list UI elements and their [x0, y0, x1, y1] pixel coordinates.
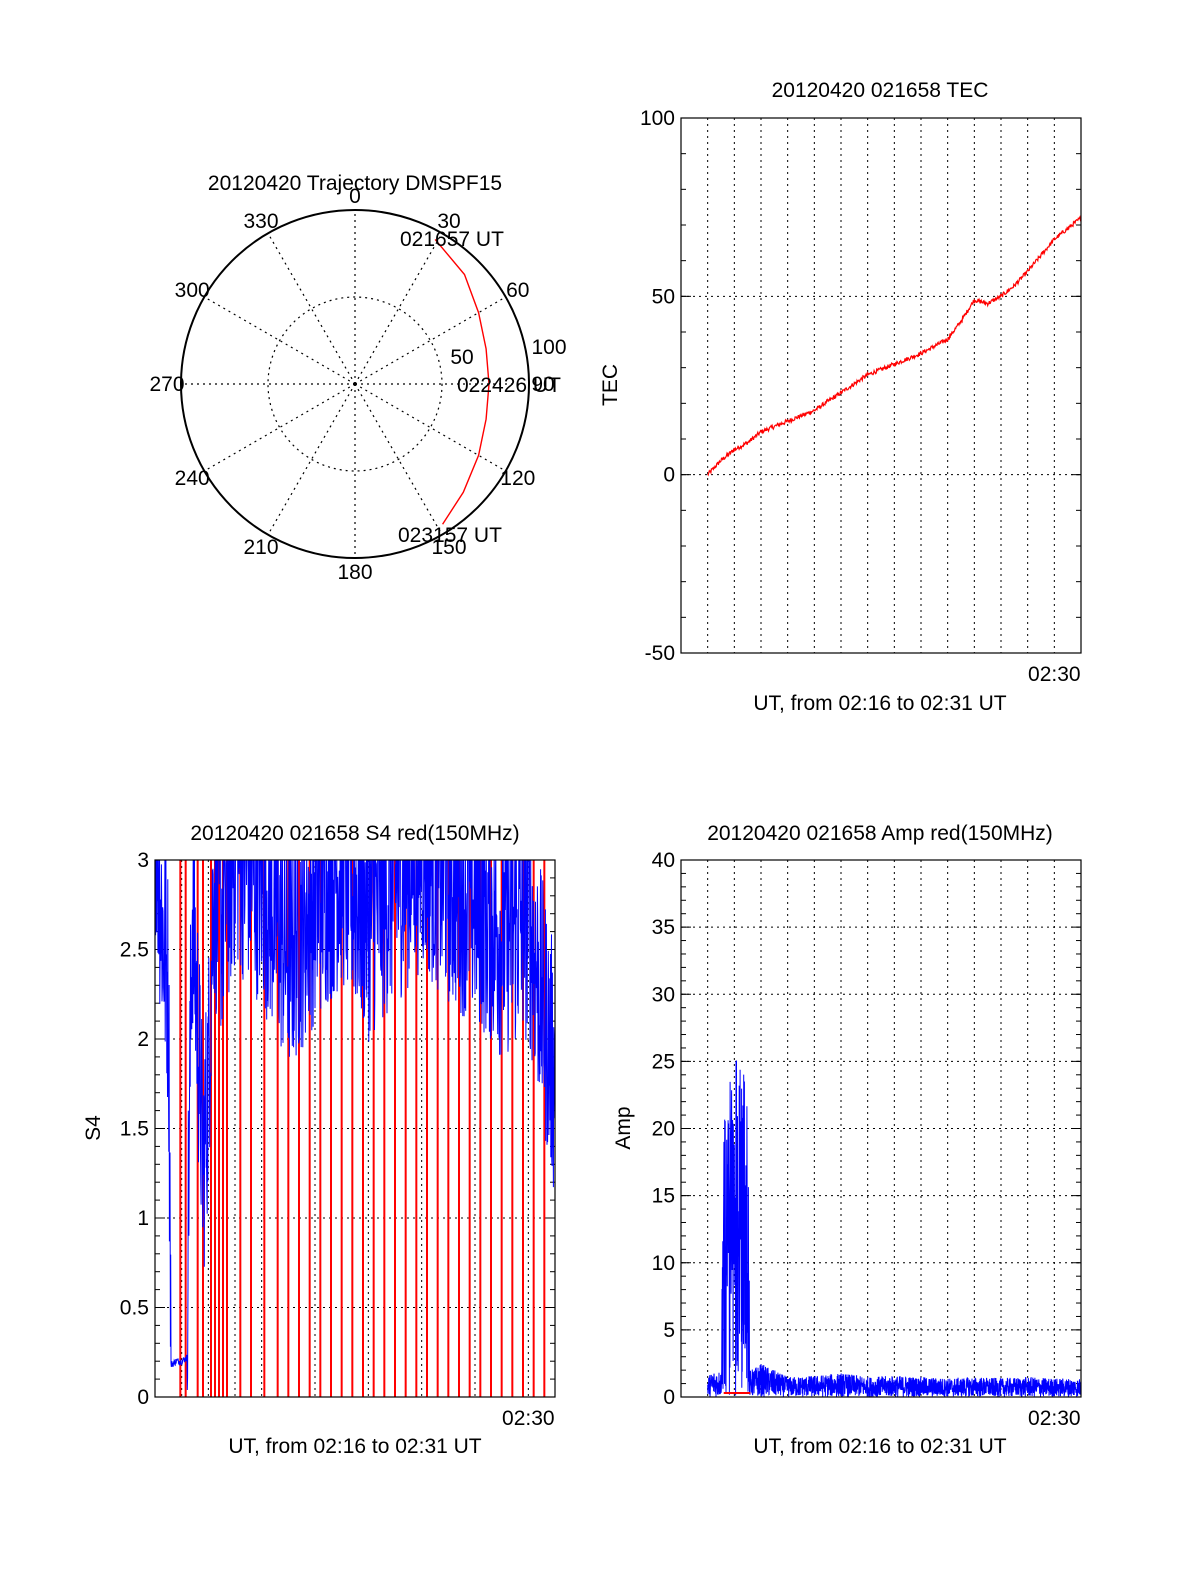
polar-radial-label: 100 — [531, 336, 566, 359]
y-tick-label: 3 — [137, 849, 149, 872]
polar-radial-labels: 50 100 — [450, 336, 566, 369]
polar-spoke — [267, 383, 356, 535]
tec-xlabel: UT, from 02:16 to 02:31 UT — [753, 692, 1006, 715]
y-tick-label: -50 — [645, 642, 675, 665]
polar-angle-label: 0 — [349, 185, 361, 208]
s4-plot-area: 0 0.5 1 1.5 2 2.5 3 02:30 — [120, 849, 556, 1430]
polar-spoke — [204, 383, 356, 472]
y-tick-label: 20 — [652, 1118, 675, 1141]
polar-angle-label: 60 — [506, 279, 529, 302]
polar-angle-label: 210 — [243, 536, 278, 559]
tec-title: 20120420 021658 TEC — [772, 79, 989, 102]
amp-title: 20120420 021658 Amp red(150MHz) — [707, 822, 1053, 845]
y-tick-label: 0.5 — [120, 1297, 149, 1320]
s4-title: 20120420 021658 S4 red(150MHz) — [190, 822, 519, 845]
y-tick-label: 40 — [652, 849, 675, 872]
polar-radial-label: 50 — [450, 346, 473, 369]
y-tick-label: 15 — [652, 1185, 675, 1208]
polar-spoke — [267, 233, 356, 385]
s4-chart: 20120420 021658 S4 red(150MHz) S4 UT, fr… — [82, 822, 556, 1458]
trajectory-mid-label: 022426 UT — [457, 374, 561, 397]
y-tick-label: 30 — [652, 983, 675, 1006]
trajectory-start-label: 021657 UT — [400, 228, 504, 251]
polar-angle-label: 150 — [431, 536, 466, 559]
tec-plot-area: -50 0 50 100 02:30 — [640, 107, 1082, 686]
amp-plot-area: 0 5 10 15 20 25 30 35 40 02:30 — [652, 849, 1082, 1430]
polar-grid — [180, 209, 530, 559]
trajectory-end-label: 023157 UT — [398, 524, 502, 547]
trajectory-line — [434, 238, 490, 525]
plot-frame — [680, 859, 1082, 1398]
polar-spoke — [354, 383, 443, 535]
y-tick-label: 1.5 — [120, 1118, 149, 1141]
polar-angle-label: 90 — [531, 373, 554, 396]
y-tick-label: 2 — [137, 1028, 149, 1051]
tec-chart: 20120420 021658 TEC TEC UT, from 02:16 t… — [599, 79, 1082, 715]
series-group — [707, 215, 1081, 477]
series-group — [707, 1060, 1081, 1397]
y-tick-label: 5 — [663, 1319, 675, 1342]
amp-ylabel: Amp — [612, 1106, 635, 1149]
y-tick-label: 100 — [640, 107, 675, 130]
s4-ylabel: S4 — [82, 1115, 105, 1141]
y-tick-label: 0 — [663, 1386, 675, 1409]
amp-xlabel: UT, from 02:16 to 02:31 UT — [753, 1435, 1006, 1458]
polar-angle-label: 30 — [437, 210, 460, 233]
x-tick-label: 02:30 — [1028, 1407, 1081, 1430]
grid — [681, 118, 1082, 653]
polar-angle-label: 330 — [243, 210, 278, 233]
y-tick-label: 50 — [652, 285, 675, 308]
y-tick-label: 10 — [652, 1252, 675, 1275]
polar-spoke — [354, 296, 506, 385]
s4-blue-series — [155, 860, 555, 1391]
polar-ring-50 — [267, 296, 443, 472]
polar-angle-label: 120 — [500, 467, 535, 490]
y-tick-label: 25 — [652, 1050, 675, 1073]
y-tick-label: 0 — [137, 1386, 149, 1409]
series-group — [155, 860, 555, 1397]
plot-frame — [680, 117, 1082, 654]
plot-frame — [154, 859, 556, 1398]
polar-title: 20120420 Trajectory DMSPF15 — [208, 172, 502, 195]
amp-blue-series — [707, 1060, 1081, 1397]
polar-angle-label: 270 — [149, 373, 184, 396]
polar-spoke — [354, 233, 443, 385]
polar-angle-label: 180 — [337, 561, 372, 584]
polar-angle-label: 300 — [175, 279, 210, 302]
trajectory-polar-chart: 20120420 Trajectory DMSPF15 0 30 60 90 120 15… — [149, 172, 566, 584]
x-tick-label: 02:30 — [502, 1407, 555, 1430]
y-tick-label: 0 — [663, 464, 675, 487]
polar-outer-ring — [180, 209, 530, 559]
polar-series — [434, 238, 490, 525]
s4-xlabel: UT, from 02:16 to 02:31 UT — [228, 1435, 481, 1458]
polar-angle-labels: 0 30 60 90 120 150 180 210 240 270 300 330 — [149, 185, 554, 584]
x-tick-label: 02:30 — [1028, 663, 1081, 686]
y-tick-label: 35 — [652, 916, 675, 939]
polar-angle-label: 240 — [175, 467, 210, 490]
tec-series-line — [707, 215, 1081, 477]
y-tick-label: 1 — [137, 1207, 149, 1230]
polar-spoke — [354, 383, 506, 472]
polar-spoke — [204, 296, 356, 385]
y-tick-label: 2.5 — [120, 939, 149, 962]
amp-chart: 20120420 021658 Amp red(150MHz) Amp UT, … — [612, 822, 1082, 1458]
tec-ylabel: TEC — [599, 364, 622, 406]
